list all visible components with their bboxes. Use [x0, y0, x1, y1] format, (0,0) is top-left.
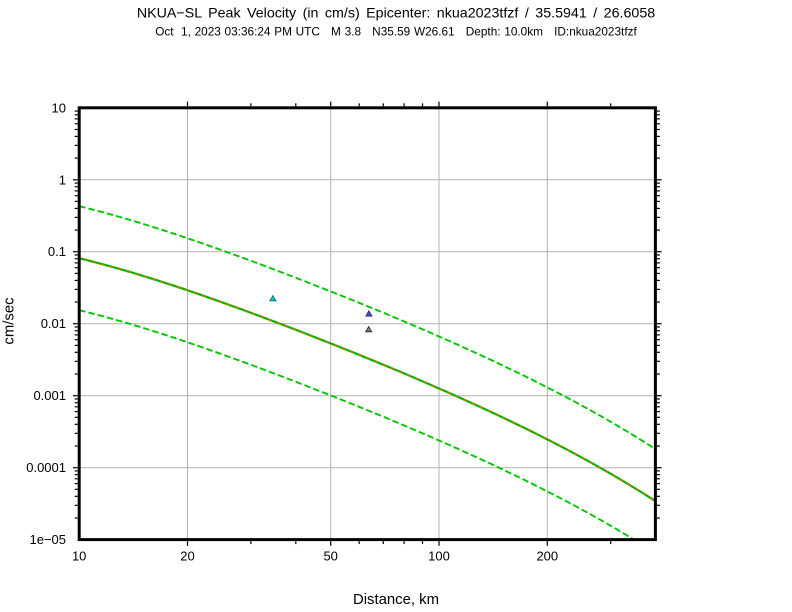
svg-text:50: 50	[323, 549, 337, 564]
svg-text:0.001: 0.001	[33, 388, 66, 403]
svg-text:Distance, km: Distance, km	[353, 592, 439, 608]
svg-text:100: 100	[428, 549, 450, 564]
svg-text:Oct 1, 2023 03:36:24 PM UTC: Oct 1, 2023 03:36:24 PM UTC M 3.8 N35.59…	[155, 24, 637, 38]
svg-text:NKUA−SL Peak Velocity (in cm/s: NKUA−SL Peak Velocity (in cm/s) Epicente…	[137, 5, 655, 21]
svg-text:1e−05: 1e−05	[29, 532, 66, 547]
svg-text:0.01: 0.01	[41, 316, 66, 331]
svg-text:20: 20	[180, 549, 194, 564]
svg-text:cm/sec: cm/sec	[2, 297, 18, 345]
svg-text:0.0001: 0.0001	[26, 460, 66, 475]
svg-text:10: 10	[52, 100, 66, 115]
svg-text:200: 200	[536, 549, 558, 564]
svg-text:0.1: 0.1	[48, 244, 66, 259]
svg-text:1: 1	[59, 172, 66, 187]
svg-text:10: 10	[72, 549, 86, 564]
